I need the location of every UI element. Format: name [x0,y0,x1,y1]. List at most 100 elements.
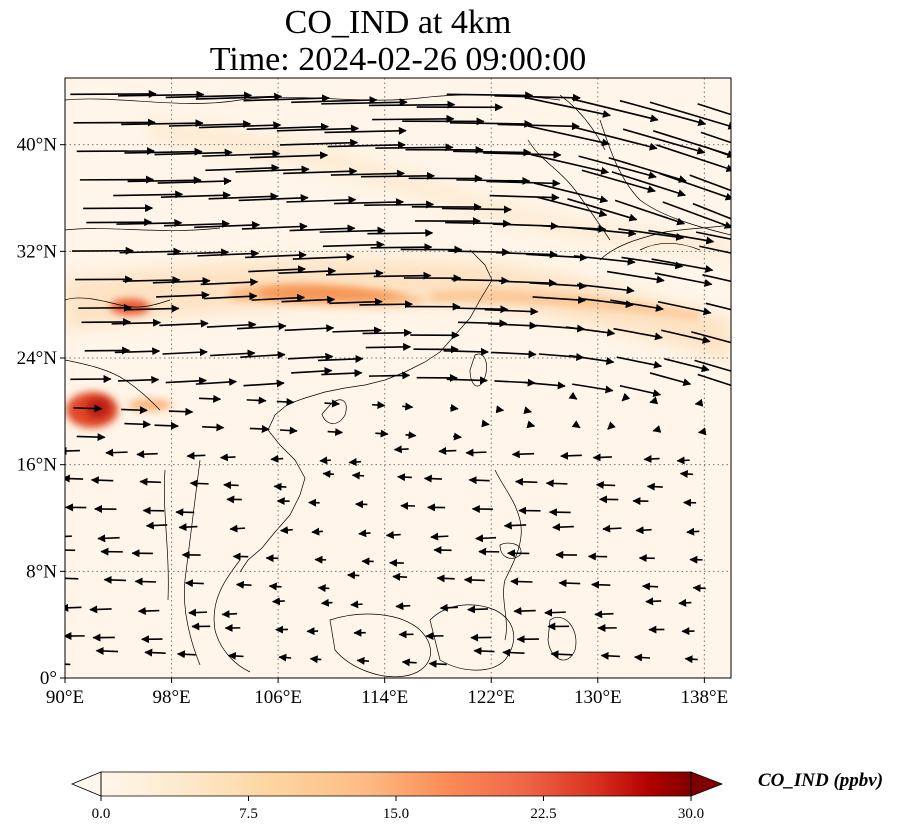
wind-vector [697,427,707,436]
wind-vector [219,453,236,462]
y-tick-label: 40°N [17,135,58,156]
wind-vector [223,481,239,490]
wind-vector [568,391,578,400]
wind-vector [309,655,322,664]
wind-vector [463,575,485,584]
wind-vector [537,196,608,218]
wind-vector [438,446,457,455]
wind-vector [649,396,659,405]
y-tick-label: 16°N [17,455,58,476]
wind-vector [695,231,731,240]
wind-vector [292,252,355,261]
wind-vector [393,445,409,454]
wind-vector [65,663,71,666]
wind-vector [362,328,413,337]
wind-vector [592,453,612,462]
wind-vector [405,431,417,440]
wind-vector [124,420,152,429]
wind-vector [229,524,246,533]
wind-vector [621,256,684,270]
wind-vector [157,177,232,186]
wind-vector [321,369,363,378]
wind-vector [154,421,179,430]
x-tick-label: 122°E [467,687,515,708]
wind-vector [276,397,295,406]
wind-vector [527,125,611,147]
wind-vector [457,319,508,328]
wind-vector [643,454,660,463]
wind-vector [443,347,489,356]
wind-vector [473,647,495,656]
wind-vector [241,222,308,231]
wind-vector [137,607,160,616]
wind-vector [679,469,693,478]
wind-vector [523,406,533,415]
wind-vector [127,176,202,185]
wind-vector [167,248,230,257]
wind-vector [116,218,183,227]
wind-vector [326,269,384,278]
wind-vector [441,205,512,214]
wind-vector [545,479,568,488]
wind-vector [497,122,580,131]
y-axis-ticks: 0° 8°N 16°N 24°N 32°N 40°N [17,135,65,689]
map-title-line-1: CO_IND at 4km [284,4,512,41]
wind-vector [648,229,715,245]
wind-vector [279,138,359,147]
wind-vector [121,119,204,128]
wind-vector [558,579,581,588]
colorbar-tick-label: 15.0 [383,806,409,822]
wind-vector [600,651,620,660]
wind-vector [65,474,84,483]
wind-vector [373,271,432,280]
wind-vector [136,450,158,459]
wind-vector [334,198,405,207]
wind-vector [641,582,659,591]
wind-vector [575,126,658,151]
wind-vector [571,420,581,429]
wind-vector [319,456,331,465]
wind-vector [611,171,686,197]
x-tick-label: 106°E [254,687,302,708]
wind-vector [278,267,337,276]
wind-vector [273,482,287,491]
wind-vector [144,648,166,657]
wind-vector [446,376,489,385]
colorbar-tick-label: 0.0 [92,806,111,822]
x-tick-label: 130°E [574,687,622,708]
wind-vector [613,327,663,341]
wind-vector [197,249,260,258]
wind-vector [95,647,119,655]
wind-vector [550,650,573,659]
wind-vector [661,329,711,344]
wind-vector [635,526,652,535]
wind-vector [705,302,731,311]
wind-vector [502,648,525,657]
wind-vector [165,376,207,385]
wind-vector [348,458,362,467]
colorbar: 0.0 7.5 15.0 22.5 30.0 [70,771,724,822]
wind-vector [119,247,182,256]
colorbar-tick-label: 22.5 [530,806,556,822]
wind-vector [573,255,636,266]
wind-vector [529,281,588,290]
wind-vector [570,226,637,238]
wind-vector [188,608,208,617]
wind-vector [565,326,616,337]
y-tick-label: 0° [40,668,57,689]
wind-vector [610,299,664,312]
wind-vector [439,603,458,612]
x-tick-label: 138°E [681,687,729,708]
wind-vector [401,658,417,667]
wind-vector [194,221,261,230]
wind-vector [483,150,562,159]
wind-vector [162,348,208,357]
wind-vector [319,226,386,235]
wind-vector [351,471,365,480]
wind-vector [568,354,615,365]
concentration-field [65,78,731,678]
wind-vector [446,91,534,100]
wind-vector [178,523,198,532]
wind-vector [237,322,287,331]
wind-vector [654,272,713,287]
